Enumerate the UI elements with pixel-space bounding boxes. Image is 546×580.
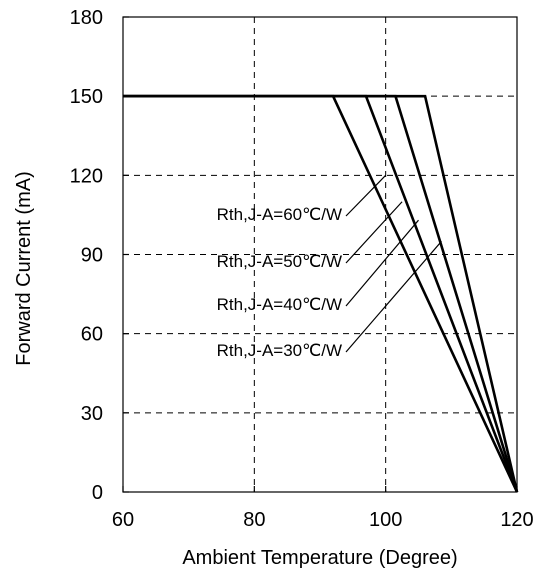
x-tick-label: 100 <box>369 509 402 531</box>
series-label-3: Rth,J-A=40℃/W <box>217 295 342 314</box>
x-tick-label: 120 <box>500 509 533 531</box>
x-tick-label: 60 <box>112 509 134 531</box>
y-tick-label: 180 <box>70 7 103 29</box>
series-leader-line-2 <box>346 202 402 263</box>
series-label-4: Rth,J-A=30℃/W <box>217 341 342 360</box>
series-label-1: Rth,J-A=60℃/W <box>217 205 342 224</box>
series-label-2: Rth,J-A=50℃/W <box>217 252 342 271</box>
y-axis-label: Forward Current (mA) <box>13 171 35 365</box>
y-tick-label: 120 <box>70 165 103 187</box>
x-tick-label: 80 <box>243 509 265 531</box>
y-tick-label: 90 <box>81 245 103 267</box>
y-tick-label: 60 <box>81 324 103 346</box>
y-tick-label: 30 <box>81 403 103 425</box>
x-axis-label: Ambient Temperature (Degree) <box>182 547 457 569</box>
y-tick-label: 0 <box>92 482 103 504</box>
y-tick-label: 150 <box>70 86 103 108</box>
series-leader-line-3 <box>346 220 419 306</box>
